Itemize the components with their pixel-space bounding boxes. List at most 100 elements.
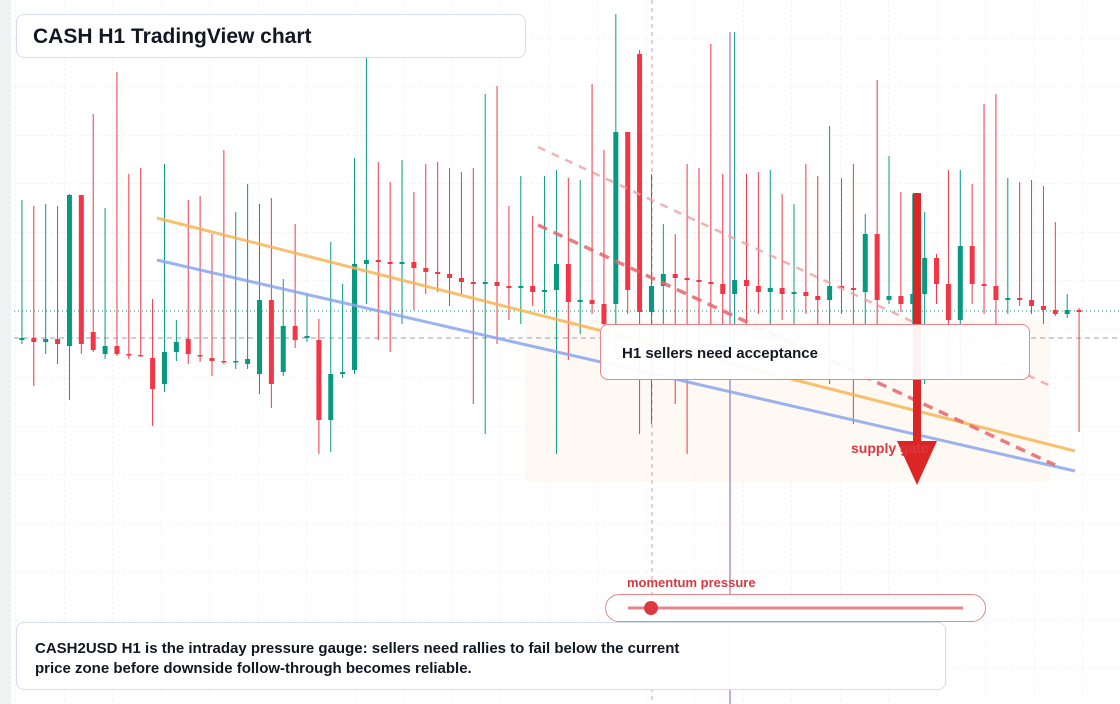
candle-body	[173, 342, 179, 352]
candles	[19, 14, 1082, 454]
left-strip	[0, 0, 11, 704]
candle-body	[209, 358, 215, 361]
candle-body	[90, 332, 96, 350]
candle-body	[743, 280, 749, 286]
candle-body	[411, 262, 417, 268]
candle-body	[245, 359, 251, 364]
candle-body	[423, 268, 429, 272]
candle-body	[981, 284, 987, 286]
candle-body	[672, 274, 678, 278]
candle-body	[55, 339, 61, 344]
candle-body	[352, 264, 358, 370]
candle-body	[684, 278, 690, 280]
candle-body	[66, 195, 72, 346]
candle-body	[197, 355, 203, 357]
candle-body	[1029, 300, 1035, 306]
candle-body	[565, 264, 571, 302]
candle-body	[1005, 298, 1011, 300]
candle-body	[993, 286, 999, 300]
candle-body	[161, 352, 167, 384]
candle-body	[31, 338, 37, 342]
candle-body	[945, 284, 951, 320]
candle-body	[625, 132, 631, 290]
gauge-knob	[644, 601, 658, 615]
candle-body	[589, 300, 595, 304]
candle-body	[328, 374, 334, 420]
candle-body	[886, 296, 892, 300]
candle-body	[506, 286, 512, 288]
candle-body	[435, 272, 441, 274]
candle-body	[268, 300, 274, 384]
candle-body	[922, 258, 928, 294]
candle-body	[969, 246, 975, 284]
candle-body	[696, 280, 702, 282]
candle-body	[150, 358, 156, 389]
candle-body	[387, 262, 393, 264]
candle-body	[19, 338, 25, 340]
candle-body	[613, 132, 619, 304]
momentum-gauge	[605, 594, 986, 622]
candle-body	[767, 288, 773, 292]
candle-body	[185, 339, 191, 354]
candle-body	[732, 280, 738, 294]
arrow-head	[897, 441, 937, 485]
candle-body	[577, 300, 583, 302]
channel-line	[537, 145, 1056, 390]
note-text: CASH2USD H1 is the intraday pressure gau…	[35, 640, 680, 677]
channel-line	[537, 223, 1056, 467]
candle-body	[637, 54, 643, 312]
candle-body	[280, 326, 286, 372]
candle-body	[815, 296, 821, 300]
chart-title: CASH H1 TradingView chart	[33, 25, 312, 48]
candle-body	[114, 346, 120, 354]
candle-body	[827, 286, 833, 300]
candle-body	[102, 346, 108, 354]
title-box: CASH H1 TradingView chart	[16, 14, 526, 58]
candle-body	[850, 288, 856, 290]
callout-text: H1 sellers need acceptance	[622, 345, 818, 362]
candle-body	[518, 286, 524, 288]
candle-body	[43, 339, 49, 342]
candle-body	[530, 286, 536, 292]
candle-body	[126, 354, 132, 356]
candle-body	[316, 340, 322, 420]
candle-body	[1017, 298, 1023, 300]
note-box: CASH2USD H1 is the intraday pressure gau…	[16, 622, 946, 690]
candle-body	[363, 260, 369, 264]
candle-body	[304, 336, 310, 338]
candle-body	[755, 286, 761, 292]
candle-body	[803, 292, 809, 296]
candle-body	[458, 278, 464, 282]
candle-body	[470, 282, 476, 284]
candle-body	[221, 361, 227, 363]
candle-body	[399, 262, 405, 264]
candle-body	[233, 361, 239, 363]
candle-body	[957, 246, 963, 320]
candle-body	[648, 286, 654, 312]
candle-body	[542, 290, 548, 292]
candle-body	[340, 372, 346, 374]
candle-body	[934, 258, 940, 284]
candle-body	[375, 260, 381, 262]
candle-body	[601, 304, 607, 324]
supply-label: supply gate	[851, 440, 929, 456]
candle-body	[78, 195, 84, 344]
momentum-label: momentum pressure	[627, 575, 756, 590]
candle-body	[874, 234, 880, 300]
candle-body	[447, 274, 453, 278]
candle-body	[779, 288, 785, 294]
callout: H1 sellers need acceptance	[600, 324, 1030, 380]
candle-body	[791, 292, 797, 294]
candle-body	[839, 286, 845, 288]
candle-body	[708, 282, 714, 284]
candle-body	[482, 282, 488, 284]
candle-body	[1052, 310, 1058, 314]
candle-body	[1064, 310, 1070, 314]
candle-body	[910, 294, 916, 304]
candle-body	[138, 355, 144, 357]
candle-body	[898, 296, 904, 304]
candle-body	[1040, 306, 1046, 310]
candle-body	[660, 274, 666, 286]
candle-body	[1076, 310, 1082, 312]
